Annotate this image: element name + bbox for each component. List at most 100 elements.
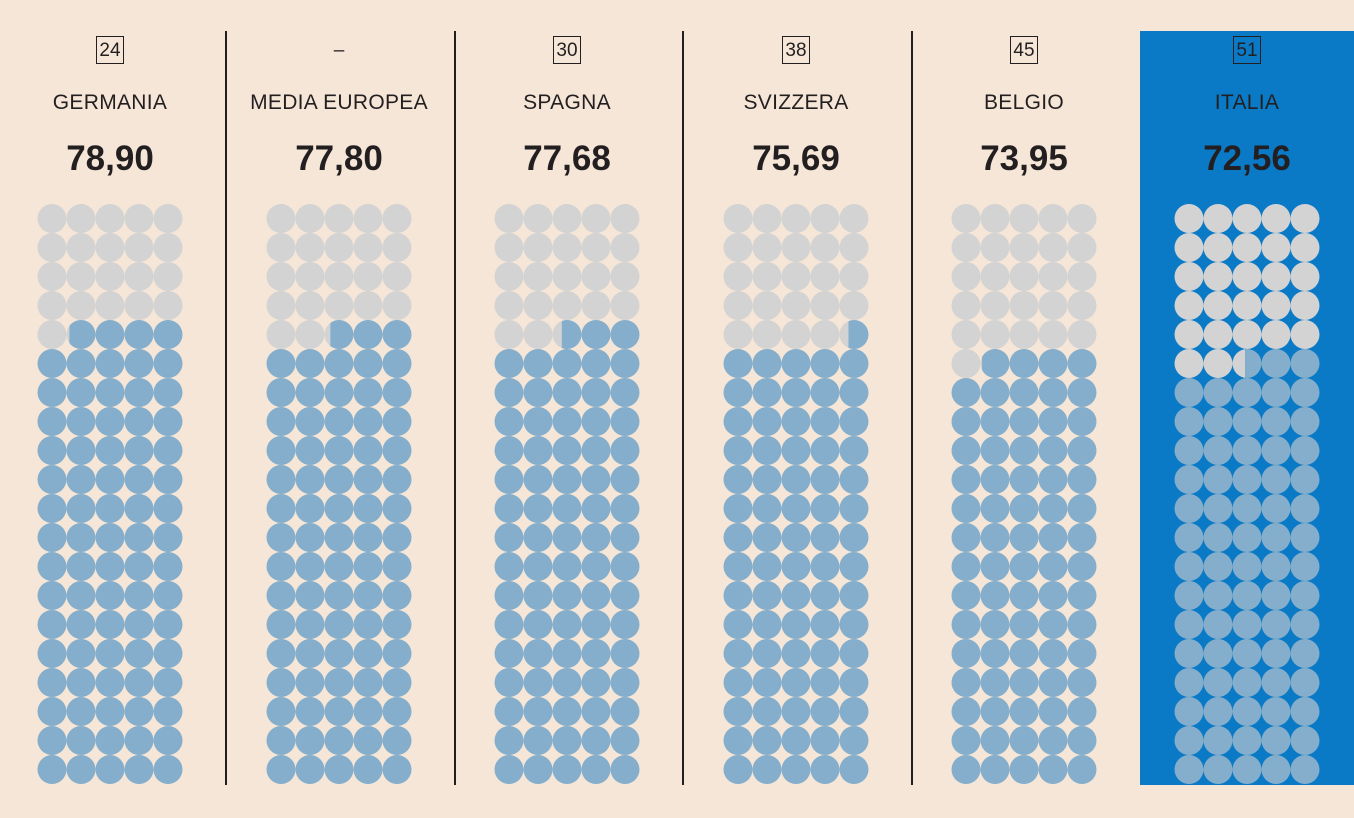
dot-filled (153, 436, 183, 465)
dot-filled (37, 465, 67, 494)
dot-filled (523, 465, 553, 494)
dot-filled (951, 465, 981, 494)
dot-empty (37, 320, 67, 349)
dot-filled (839, 465, 869, 494)
dot-filled (382, 639, 412, 668)
dot-filled (1290, 436, 1320, 465)
dot-filled (552, 610, 582, 639)
dot-filled (124, 494, 154, 523)
dot-filled (1174, 581, 1204, 610)
rank-badge: 38 (782, 36, 810, 64)
dot-filled (1232, 639, 1262, 668)
dot-empty (610, 233, 640, 262)
dot-filled (266, 697, 296, 726)
value-label: 77,68 (523, 139, 611, 178)
dot-filled (153, 349, 183, 378)
dot-filled (1261, 523, 1291, 552)
dot-filled (66, 407, 96, 436)
dot-filled (781, 755, 811, 784)
dot-filled (266, 465, 296, 494)
dot-filled (1067, 581, 1097, 610)
dot-filled (324, 494, 354, 523)
dot-filled (153, 639, 183, 668)
dot-filled (295, 610, 325, 639)
dot-filled (810, 436, 840, 465)
dot-filled (1232, 494, 1262, 523)
dot-filled (951, 552, 981, 581)
dot-filled (66, 378, 96, 407)
dot-filled (153, 465, 183, 494)
dot-filled (1232, 407, 1262, 436)
dot-empty (723, 291, 753, 320)
rank-badge: 45 (1010, 36, 1038, 64)
dot-filled (324, 610, 354, 639)
dot-empty (353, 233, 383, 262)
dot-filled (1290, 610, 1320, 639)
dot-empty (781, 320, 811, 349)
dot-empty (324, 291, 354, 320)
dot-filled (1038, 552, 1068, 581)
dot-filled (723, 465, 753, 494)
dot-empty (382, 291, 412, 320)
dot-filled (552, 436, 582, 465)
dot-empty (1261, 291, 1291, 320)
dot-empty (552, 204, 582, 233)
dot-filled (37, 552, 67, 581)
dot-filled (1290, 755, 1320, 784)
dot-filled (610, 494, 640, 523)
dot-filled (610, 407, 640, 436)
dot-filled (1038, 726, 1068, 755)
dot-filled (1174, 494, 1204, 523)
dot-filled (124, 320, 154, 349)
dot-filled (266, 407, 296, 436)
dot-filled (1174, 755, 1204, 784)
dot-filled (1067, 407, 1097, 436)
dot-filled (295, 552, 325, 581)
dot-filled (1174, 668, 1204, 697)
dot-filled (723, 610, 753, 639)
dot-filled (1067, 436, 1097, 465)
dot-filled (610, 436, 640, 465)
dot-filled (66, 726, 96, 755)
dot-empty (980, 233, 1010, 262)
dot-empty (552, 262, 582, 291)
dot-filled (1261, 726, 1291, 755)
dot-filled (781, 668, 811, 697)
dot-filled (266, 436, 296, 465)
dot-filled (1038, 755, 1068, 784)
dot-filled (1232, 697, 1262, 726)
dot-filled (1232, 465, 1262, 494)
waffle-grid (951, 204, 1097, 784)
dot-filled (1009, 697, 1039, 726)
dot-filled (810, 523, 840, 552)
dot-filled (153, 581, 183, 610)
dot-empty (66, 262, 96, 291)
dot-filled (266, 494, 296, 523)
dot-filled (382, 610, 412, 639)
dot-empty (951, 262, 981, 291)
dot-empty (324, 233, 354, 262)
dot-filled (951, 581, 981, 610)
dot-empty (324, 204, 354, 233)
dot-filled (610, 639, 640, 668)
dot-filled (266, 378, 296, 407)
dot-filled (951, 639, 981, 668)
dot-empty (581, 233, 611, 262)
dot-empty (1067, 233, 1097, 262)
dot-filled (523, 436, 553, 465)
dot-empty (266, 291, 296, 320)
dot-empty (980, 262, 1010, 291)
country-column-svizzera: 38 SVIZZERA 75,69 (689, 31, 903, 785)
dot-filled (37, 726, 67, 755)
dot-filled (494, 523, 524, 552)
dot-filled (353, 726, 383, 755)
dot-filled (1261, 378, 1291, 407)
dot-filled (1009, 610, 1039, 639)
dot-filled (1232, 552, 1262, 581)
dot-empty (523, 262, 553, 291)
dot-filled (1203, 697, 1233, 726)
dot-filled (581, 378, 611, 407)
dot-filled (1261, 552, 1291, 581)
dot-filled (1009, 639, 1039, 668)
dot-empty (124, 262, 154, 291)
